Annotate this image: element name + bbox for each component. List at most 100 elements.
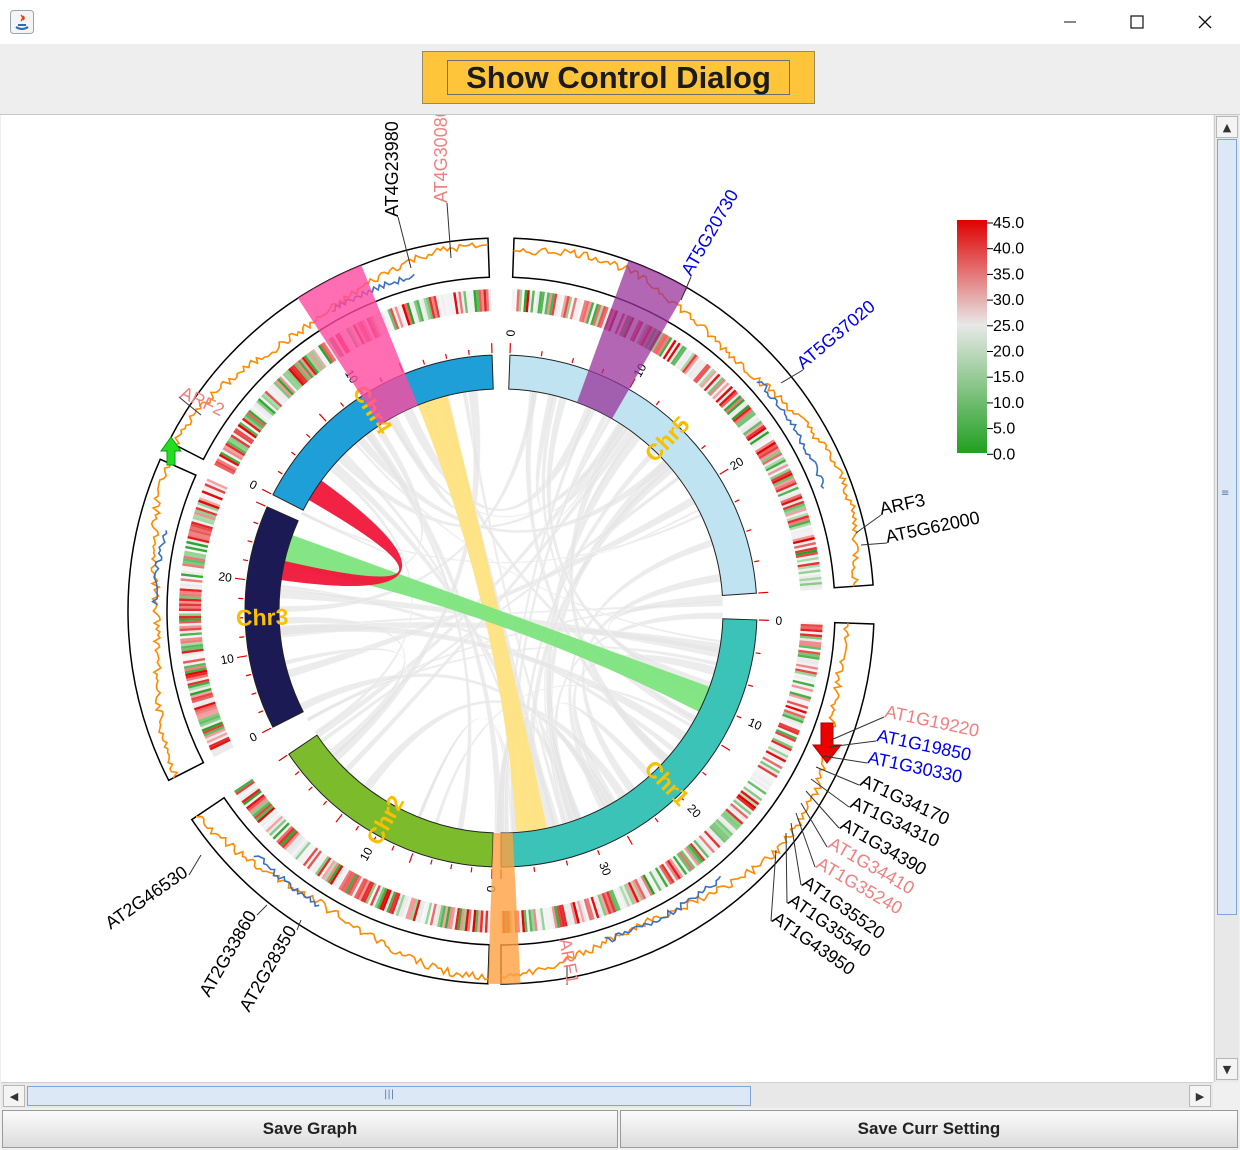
heatmap-cell xyxy=(179,598,202,602)
close-button[interactable] xyxy=(1172,0,1240,44)
maximize-button[interactable] xyxy=(1104,0,1172,44)
heatmap-cell xyxy=(764,752,786,765)
heatmap-cell xyxy=(797,561,820,568)
heatmap-cell xyxy=(729,402,749,419)
heatmap-cell xyxy=(596,305,607,328)
red-link xyxy=(281,480,403,587)
heatmap-cell xyxy=(440,294,448,317)
heatmap-cell xyxy=(664,341,679,361)
heatmap-cell xyxy=(563,904,571,927)
heatmap-cell xyxy=(705,375,723,394)
tick-mark xyxy=(734,499,740,503)
heatmap-cell xyxy=(771,472,793,485)
heatmap-cell xyxy=(208,736,230,749)
heatmap-cell xyxy=(758,762,779,776)
heatmap-cell xyxy=(627,881,640,903)
gene-leader-line xyxy=(188,854,202,876)
heatmap-cell xyxy=(182,655,205,662)
heatmap-cell xyxy=(723,395,742,412)
chromosome-arc-chr2[interactable] xyxy=(288,734,494,868)
chromosome-arc-chr3[interactable] xyxy=(244,506,304,728)
heatmap-cell xyxy=(705,828,723,847)
heatmap-cell xyxy=(735,410,755,427)
vertical-scrollbar[interactable]: ▲ ≡ ▼ xyxy=(1214,115,1239,1082)
heatmap-cell xyxy=(331,866,346,887)
heatmap-cell xyxy=(625,882,638,904)
heatmap-cell xyxy=(244,792,264,808)
heatmap-cell xyxy=(553,293,560,317)
heatmap-cell xyxy=(797,564,820,570)
heatmap-cell xyxy=(511,289,515,312)
heatmap-cell xyxy=(204,727,226,739)
heatmap-cell xyxy=(757,764,778,779)
heatmap-cell xyxy=(423,297,431,320)
plot-canvas[interactable]: 0102030Chr1010Chr201020Chr3010Chr401020C… xyxy=(1,107,1213,1082)
heatmap-cell xyxy=(778,722,800,733)
gene-leader-line xyxy=(800,802,828,848)
heatmap-cell xyxy=(794,541,817,549)
heatmap-cell xyxy=(767,746,789,759)
heatmap-cell xyxy=(469,909,475,932)
heatmap-cell xyxy=(788,519,811,529)
heatmap-cell xyxy=(181,650,204,657)
heatmap-cell xyxy=(776,726,799,738)
heatmap-cell xyxy=(572,901,580,924)
heatmap-cell xyxy=(546,292,553,315)
minimize-button[interactable] xyxy=(1036,0,1104,44)
save-graph-button[interactable]: Save Graph xyxy=(2,1110,618,1148)
heatmap-cell xyxy=(800,628,823,633)
heatmap-cell xyxy=(321,859,336,880)
heatmap-cell xyxy=(668,858,684,878)
heatmap-cell xyxy=(790,527,813,536)
chromosome-arc-chr4[interactable] xyxy=(272,354,494,511)
heatmap-cell xyxy=(252,801,271,818)
save-curr-setting-button[interactable]: Save Curr Setting xyxy=(620,1110,1238,1148)
heatmap-cell xyxy=(796,556,819,563)
heatmap-cell xyxy=(405,897,415,920)
heatmap-cell xyxy=(387,308,398,331)
heatmap-cell xyxy=(523,289,528,313)
vertical-scroll-thumb[interactable]: ≡ xyxy=(1217,139,1237,915)
heatmap-cell xyxy=(282,372,300,391)
tick-mark xyxy=(291,451,296,456)
scroll-left-arrow-icon[interactable]: ◀ xyxy=(3,1085,25,1107)
heatmap-cell xyxy=(537,908,543,931)
horizontal-scroll-thumb[interactable]: ||| xyxy=(27,1086,751,1106)
heatmap-cell xyxy=(425,297,434,320)
heatmap-cell xyxy=(187,535,210,544)
heatmap-cell xyxy=(745,782,766,798)
heatmap-cell xyxy=(732,406,752,423)
chromosome-label: Chr3 xyxy=(236,604,289,631)
legend-tick-label: 30.0 xyxy=(993,292,1024,309)
tick-mark xyxy=(754,560,760,563)
gene-leader-line xyxy=(790,822,802,886)
heatmap-cell xyxy=(614,887,626,909)
heatmap-cell xyxy=(588,897,598,920)
horizontal-scrollbar[interactable]: ◀ ||| ▶ xyxy=(1,1082,1213,1109)
heatmap-cell xyxy=(599,306,609,329)
heatmap-cell xyxy=(565,296,573,319)
heatmap-cell xyxy=(765,750,787,763)
heatmap-cell xyxy=(464,909,470,932)
heatmap-cell xyxy=(384,309,395,332)
show-control-dialog-button[interactable]: Show Control Dialog xyxy=(422,51,815,104)
heatmap-cell xyxy=(252,403,272,420)
heatmap-cell xyxy=(226,440,247,455)
heatmap-cell xyxy=(261,394,280,411)
heatmap-cell xyxy=(197,710,219,721)
heatmap-cell xyxy=(241,788,261,804)
heatmap-cell xyxy=(791,532,814,540)
heatmap-cell xyxy=(788,517,810,527)
heatmap-cell xyxy=(179,590,202,595)
heatmap-cell xyxy=(465,290,471,313)
gene-leader-line xyxy=(830,716,885,741)
heatmap-cell xyxy=(376,887,388,910)
heatmap-cell xyxy=(200,719,223,730)
heatmap-cell xyxy=(790,524,812,533)
scroll-down-arrow-icon[interactable]: ▼ xyxy=(1216,1058,1238,1080)
tick-mark xyxy=(236,655,248,659)
scroll-up-arrow-icon[interactable]: ▲ xyxy=(1216,116,1238,138)
heatmap-cell xyxy=(183,662,206,669)
heatmap-cell xyxy=(203,485,225,497)
scroll-right-arrow-icon[interactable]: ▶ xyxy=(1189,1085,1211,1107)
